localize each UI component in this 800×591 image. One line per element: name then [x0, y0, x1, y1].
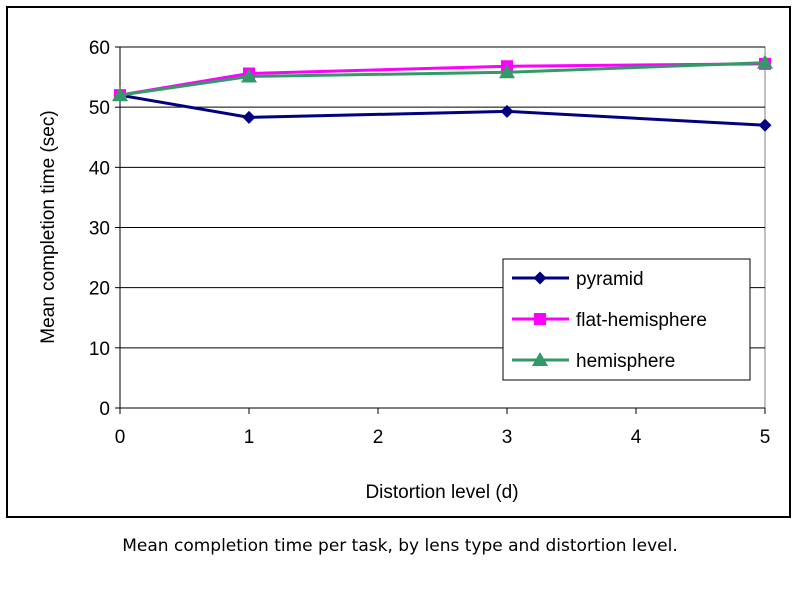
- axes: 0 10 20 30 40 50 60 0 1 2 3 4 5: [89, 38, 770, 448]
- y-tick-label: 30: [89, 219, 110, 240]
- line-chart: 0 10 20 30 40 50 60 0 1 2 3 4 5 Mean completion time…: [38, 38, 773, 503]
- y-tick-label: 20: [89, 279, 110, 300]
- x-tick-label: 5: [760, 427, 771, 448]
- data-point-hemisphere: [757, 54, 773, 69]
- series-layer: [112, 54, 773, 132]
- data-point-pyramid: [758, 118, 772, 132]
- legend-label-pyramid: pyramid: [576, 269, 644, 290]
- data-point-pyramid: [242, 110, 256, 124]
- x-tick-label: 1: [244, 427, 255, 448]
- data-point-hemisphere: [112, 87, 128, 102]
- gridlines: [120, 46, 765, 349]
- y-tick-label: 40: [89, 158, 110, 179]
- x-axis-label: Distortion level (d): [365, 482, 518, 503]
- x-tick-label: 0: [115, 427, 126, 448]
- data-point-pyramid: [500, 104, 514, 118]
- legend: pyramid flat-hemisphere hemisphere: [502, 258, 751, 381]
- data-point-hemisphere: [499, 64, 515, 79]
- x-tick-label: 4: [631, 427, 642, 448]
- y-tick-label: 0: [99, 399, 110, 420]
- series-line-hemisphere: [119, 61, 766, 97]
- legend-marker-hemisphere: [532, 352, 548, 366]
- x-tick-label: 2: [373, 427, 384, 448]
- y-tick-label: 50: [89, 98, 110, 119]
- data-point-hemisphere: [241, 68, 257, 83]
- y-tick-label: 60: [89, 38, 110, 59]
- y-axis-label: Mean completion time (sec): [38, 110, 59, 343]
- series-line-pyramid: [119, 93, 766, 127]
- legend-marker-flat-hemisphere: [534, 313, 546, 325]
- figure-caption: Mean completion time per task, by lens t…: [122, 536, 678, 556]
- y-tick-label: 10: [89, 339, 110, 360]
- x-tick-label: 3: [502, 427, 513, 448]
- legend-label-flat-hemisphere: flat-hemisphere: [576, 310, 707, 331]
- legend-marker-pyramid: [533, 271, 547, 285]
- legend-label-hemisphere: hemisphere: [576, 351, 675, 372]
